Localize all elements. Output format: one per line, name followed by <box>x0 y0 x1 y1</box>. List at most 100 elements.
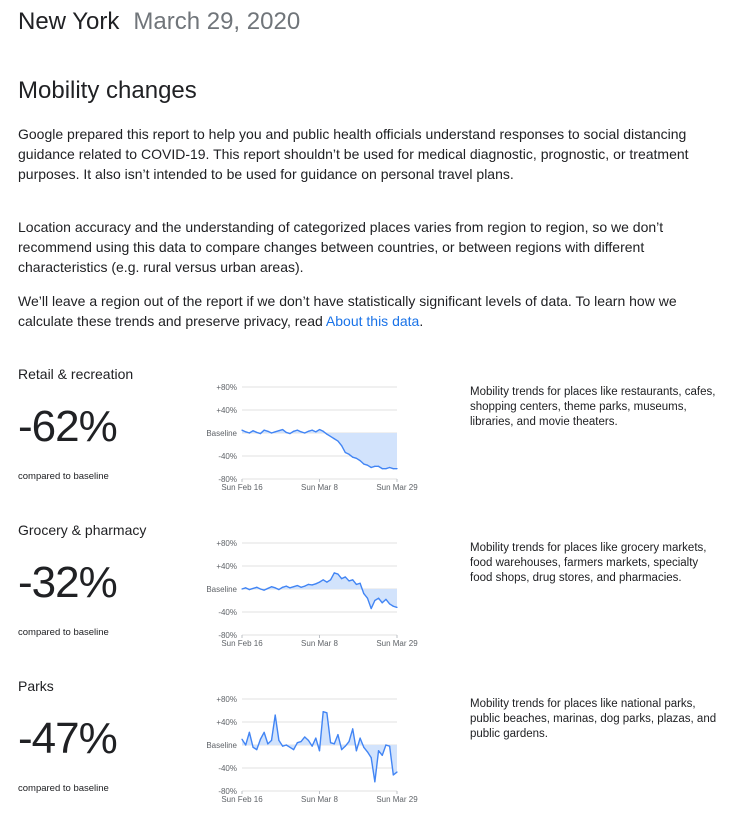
data-point <box>374 465 376 467</box>
data-point <box>389 745 391 747</box>
y-tick-label: -80% <box>218 631 237 640</box>
data-point <box>252 746 254 748</box>
location-title: New York <box>18 8 120 35</box>
data-point <box>385 744 387 746</box>
data-point <box>341 445 343 447</box>
x-tick-label: Sun Feb 16 <box>221 639 263 648</box>
data-point <box>241 588 243 590</box>
data-point <box>381 468 383 470</box>
parks-block: Parks -47% compared to baseline +80% +40%… <box>0 678 755 828</box>
data-point <box>359 460 361 462</box>
data-point <box>293 586 295 588</box>
data-point <box>289 587 291 589</box>
baseline-caption: compared to baseline <box>18 783 109 794</box>
data-point <box>293 430 295 432</box>
category-description: Mobility trends for places like national… <box>470 698 717 740</box>
data-point <box>370 757 372 759</box>
x-tick-label: Sun Mar 29 <box>376 795 418 804</box>
grocery-pharmacy-block: Grocery & pharmacy -32% compared to base… <box>0 522 755 672</box>
data-point <box>296 742 298 744</box>
data-point <box>318 428 321 431</box>
privacy-text: We’ll leave a region out of the report i… <box>18 293 677 329</box>
data-point <box>348 453 350 455</box>
data-point <box>381 602 383 604</box>
data-point <box>377 597 380 599</box>
retail-recreation-block: Retail & recreation -62% compared to bas… <box>0 366 755 516</box>
data-point <box>329 435 332 438</box>
privacy-text-end: . <box>419 313 424 329</box>
data-point <box>322 711 324 713</box>
x-tick-label: Sun Mar 8 <box>301 483 338 492</box>
report-header: New York March 29, 2020 <box>18 8 300 36</box>
accuracy-paragraph: Location accuracy and the understanding … <box>18 219 664 275</box>
y-tick-label: +80% <box>216 383 237 392</box>
about-data-link[interactable]: About this data <box>325 313 420 329</box>
data-point <box>355 750 357 752</box>
data-point <box>366 597 369 599</box>
data-point <box>318 750 321 752</box>
data-point <box>267 743 269 745</box>
data-point <box>293 749 295 751</box>
data-point <box>333 438 335 440</box>
baseline-caption: compared to baseline <box>18 627 109 638</box>
data-point <box>355 583 357 585</box>
data-point <box>311 745 313 747</box>
data-point <box>381 754 383 756</box>
data-point <box>278 430 280 432</box>
data-point <box>322 430 324 432</box>
y-tick-label: -40% <box>218 452 237 461</box>
data-point <box>344 451 346 454</box>
category-title: Parks <box>18 678 54 694</box>
data-point <box>311 584 313 586</box>
data-point <box>267 430 269 432</box>
x-tick-label: Sun Mar 29 <box>376 639 418 648</box>
data-point <box>366 751 369 753</box>
data-point <box>348 740 350 743</box>
data-point <box>259 588 262 590</box>
data-point <box>337 440 339 442</box>
data-point <box>256 749 258 751</box>
data-point <box>285 431 287 434</box>
data-point <box>344 745 346 747</box>
data-point <box>337 734 339 736</box>
data-point <box>355 457 357 459</box>
data-point <box>374 599 376 602</box>
data-point <box>270 739 273 741</box>
x-tick-label: Sun Feb 16 <box>221 795 263 804</box>
data-point <box>307 583 310 585</box>
category-title: Retail & recreation <box>18 366 134 382</box>
grocery-pharmacy-chart: +80% +40% Baseline -40% -80%Sun Feb 16 Sun Ma… <box>206 539 418 648</box>
y-tick-label: Baseline <box>206 429 237 438</box>
data-point <box>307 430 310 432</box>
report-date: March 29, 2020 <box>133 8 301 35</box>
data-point <box>370 607 372 610</box>
data-point <box>267 587 269 590</box>
parks-chart: +80% +40% Baseline -40% -80%Sun Feb 16 Sun Ma… <box>206 695 418 804</box>
data-point <box>344 576 346 578</box>
data-point <box>311 429 313 431</box>
data-point <box>315 431 317 433</box>
data-point <box>278 739 280 741</box>
data-point <box>241 738 243 740</box>
data-point <box>300 740 302 743</box>
data-point <box>352 728 354 730</box>
data-point <box>352 456 354 458</box>
data-point <box>318 581 321 583</box>
data-point <box>392 774 394 776</box>
data-point <box>396 771 398 773</box>
y-tick-label: +40% <box>216 718 237 727</box>
data-point <box>248 588 250 591</box>
data-point <box>256 586 258 588</box>
y-tick-label: +80% <box>216 695 237 704</box>
data-point <box>300 431 302 433</box>
data-point <box>329 742 332 744</box>
y-tick-label: Baseline <box>206 741 237 750</box>
headline-percentage: -32% <box>18 558 118 607</box>
data-point <box>322 579 324 581</box>
y-tick-label: Baseline <box>206 585 237 594</box>
data-point <box>248 731 250 733</box>
data-point <box>285 585 287 587</box>
data-point <box>245 587 247 589</box>
data-point <box>252 587 254 590</box>
y-tick-label: +40% <box>216 562 237 571</box>
